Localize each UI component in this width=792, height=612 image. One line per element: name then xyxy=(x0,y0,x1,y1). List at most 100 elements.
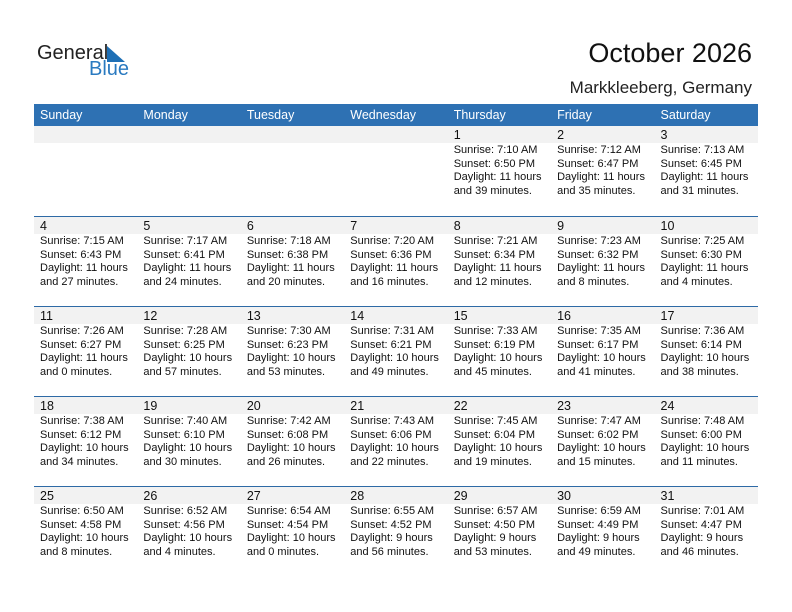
sunset-text: Sunset: 6:34 PM xyxy=(453,248,536,261)
day-number: 21 xyxy=(344,397,448,414)
day-info: Sunrise: 7:25 AM Sunset: 6:30 PM Daylight:… xyxy=(655,235,758,289)
day-info: Sunrise: 7:13 AM Sunset: 6:45 PM Daylight:… xyxy=(655,144,758,198)
day-number: 26 xyxy=(137,487,241,504)
sunrise-text: Sunrise: 7:25 AM xyxy=(660,235,745,247)
sunset-text: Sunset: 6:32 PM xyxy=(557,248,639,261)
sunset-text: Sunset: 6:30 PM xyxy=(660,248,742,261)
day-number: 20 xyxy=(240,397,345,414)
day-cell: 31 Sunrise: 7:01 AM Sunset: 4:47 PM Dayligh… xyxy=(654,487,758,576)
day-number: 15 xyxy=(447,307,552,324)
sunset-text: Sunset: 6:23 PM xyxy=(246,338,329,351)
daylight1-text: Daylight: 10 hours xyxy=(453,442,543,454)
day-cell: 19 Sunrise: 7:40 AM Sunset: 6:10 PM Dayligh… xyxy=(137,397,241,486)
day-cell: 25 Sunrise: 6:50 AM Sunset: 4:58 PM Dayligh… xyxy=(34,487,138,576)
sunrise-text: Sunrise: 7:15 AM xyxy=(40,235,124,247)
day-cell: 30 Sunrise: 6:59 AM Sunset: 4:49 PM Dayligh… xyxy=(551,487,655,576)
sunrise-text: Sunrise: 7:17 AM xyxy=(143,235,228,247)
daylight1-text: Daylight: 10 hours xyxy=(557,352,646,364)
day-cell: 14 Sunrise: 7:31 AM Sunset: 6:21 PM Dayligh… xyxy=(344,307,448,396)
weekday-sunday: Sunday xyxy=(40,108,83,122)
daylight2-text: and 0 minutes. xyxy=(246,545,319,558)
sunrise-text: Sunrise: 7:30 AM xyxy=(246,325,331,337)
day-info: Sunrise: 7:18 AM Sunset: 6:38 PM Daylight:… xyxy=(241,235,344,289)
day-info: Sunrise: 7:33 AM Sunset: 6:19 PM Daylight:… xyxy=(448,325,551,379)
daylight2-text: and 15 minutes. xyxy=(557,455,636,468)
day-number: 7 xyxy=(344,217,448,234)
day-number: 16 xyxy=(551,307,655,324)
day-info: Sunrise: 6:52 AM Sunset: 4:56 PM Daylight:… xyxy=(137,505,240,559)
day-number: 10 xyxy=(654,217,758,234)
logo-text-blue: Blue xyxy=(89,58,130,80)
daylight2-text: and 45 minutes. xyxy=(453,365,532,378)
sunrise-text: Sunrise: 7:35 AM xyxy=(557,325,641,337)
sunrise-text: Sunrise: 7:21 AM xyxy=(453,235,538,247)
day-cell: 26 Sunrise: 6:52 AM Sunset: 4:56 PM Dayligh… xyxy=(137,487,241,576)
daylight1-text: Daylight: 10 hours xyxy=(246,442,336,454)
day-info: Sunrise: 7:48 AM Sunset: 6:00 PM Daylight:… xyxy=(655,415,758,469)
daylight1-text: Daylight: 10 hours xyxy=(350,442,439,454)
day-cell: 28 Sunrise: 6:55 AM Sunset: 4:52 PM Dayligh… xyxy=(344,487,448,576)
daylight2-text: and 20 minutes. xyxy=(246,275,326,288)
sunset-text: Sunset: 6:47 PM xyxy=(557,157,639,170)
daylight1-text: Daylight: 9 hours xyxy=(660,532,744,544)
sunset-text: Sunset: 6:10 PM xyxy=(143,428,225,441)
day-cell: 21 Sunrise: 7:43 AM Sunset: 6:06 PM Dayligh… xyxy=(344,397,448,486)
daylight2-text: and 41 minutes. xyxy=(557,365,636,378)
day-cell: 20 Sunrise: 7:42 AM Sunset: 6:08 PM Dayligh… xyxy=(240,397,345,486)
day-info: Sunrise: 6:50 AM Sunset: 4:58 PM Daylight:… xyxy=(34,505,137,559)
daylight2-text: and 34 minutes. xyxy=(40,455,119,468)
day-info: Sunrise: 7:15 AM Sunset: 6:43 PM Daylight:… xyxy=(34,235,137,289)
daylight1-text: Daylight: 10 hours xyxy=(40,442,129,454)
day-number: 9 xyxy=(551,217,655,234)
logo-text-general: General xyxy=(37,42,109,64)
sunrise-text: Sunrise: 7:26 AM xyxy=(40,325,124,337)
daylight2-text: and 35 minutes. xyxy=(557,184,636,197)
daylight1-text: Daylight: 11 hours xyxy=(557,171,645,183)
week-row: 1 Sunrise: 7:10 AM Sunset: 6:50 PM Daylight… xyxy=(34,126,758,216)
sunrise-text: Sunrise: 6:54 AM xyxy=(246,505,331,517)
daylight1-text: Daylight: 11 hours xyxy=(453,262,542,274)
empty-cell xyxy=(137,126,241,216)
day-info: Sunrise: 7:12 AM Sunset: 6:47 PM Daylight:… xyxy=(551,144,654,198)
daylight1-text: Daylight: 10 hours xyxy=(143,532,233,544)
day-cell: 9 Sunrise: 7:23 AM Sunset: 6:32 PM Daylight… xyxy=(551,217,655,306)
day-number: 11 xyxy=(34,307,138,324)
sunrise-text: Sunrise: 7:23 AM xyxy=(557,235,641,247)
daylight2-text: and 22 minutes. xyxy=(350,455,429,468)
day-cell: 7 Sunrise: 7:20 AM Sunset: 6:36 PM Daylight… xyxy=(344,217,448,306)
calendar: Sunday Monday Tuesday Wednesday Thursday Frid… xyxy=(34,104,758,576)
daylight2-text: and 12 minutes. xyxy=(453,275,532,288)
day-cell: 27 Sunrise: 6:54 AM Sunset: 4:54 PM Dayligh… xyxy=(240,487,345,576)
daylight1-text: Daylight: 11 hours xyxy=(453,171,542,183)
day-number: 12 xyxy=(137,307,241,324)
daylight2-text: and 0 minutes. xyxy=(40,365,113,378)
day-info: Sunrise: 7:43 AM Sunset: 6:06 PM Daylight:… xyxy=(344,415,447,469)
day-number: 25 xyxy=(34,487,138,504)
daylight1-text: Daylight: 11 hours xyxy=(350,262,439,274)
day-cell: 24 Sunrise: 7:48 AM Sunset: 6:00 PM Dayligh… xyxy=(654,397,758,486)
sunrise-text: Sunrise: 7:13 AM xyxy=(660,144,745,156)
day-info: Sunrise: 7:30 AM Sunset: 6:23 PM Daylight:… xyxy=(241,325,344,379)
daylight1-text: Daylight: 10 hours xyxy=(143,352,233,364)
week-row: 25 Sunrise: 6:50 AM Sunset: 4:58 PM Dayligh… xyxy=(34,486,758,576)
sunset-text: Sunset: 6:45 PM xyxy=(660,157,742,170)
day-number xyxy=(240,126,345,143)
day-cell: 15 Sunrise: 7:33 AM Sunset: 6:19 PM Dayligh… xyxy=(447,307,552,396)
daylight1-text: Daylight: 9 hours xyxy=(557,532,640,544)
day-number: 29 xyxy=(447,487,552,504)
day-cell: 23 Sunrise: 7:47 AM Sunset: 6:02 PM Dayligh… xyxy=(551,397,655,486)
sunset-text: Sunset: 4:49 PM xyxy=(557,518,639,531)
day-number: 28 xyxy=(344,487,448,504)
daylight2-text: and 56 minutes. xyxy=(350,545,429,558)
daylight2-text: and 26 minutes. xyxy=(246,455,326,468)
daylight1-text: Daylight: 11 hours xyxy=(660,262,749,274)
daylight2-text: and 53 minutes. xyxy=(453,545,532,558)
sunset-text: Sunset: 4:56 PM xyxy=(143,518,225,531)
day-cell: 16 Sunrise: 7:35 AM Sunset: 6:17 PM Dayligh… xyxy=(551,307,655,396)
day-info: Sunrise: 6:55 AM Sunset: 4:52 PM Daylight:… xyxy=(344,505,447,559)
weekday-monday: Monday xyxy=(143,108,188,122)
day-cell: 8 Sunrise: 7:21 AM Sunset: 6:34 PM Daylight… xyxy=(447,217,552,306)
day-number: 13 xyxy=(240,307,345,324)
sunset-text: Sunset: 4:54 PM xyxy=(246,518,329,531)
daylight2-text: and 49 minutes. xyxy=(350,365,429,378)
